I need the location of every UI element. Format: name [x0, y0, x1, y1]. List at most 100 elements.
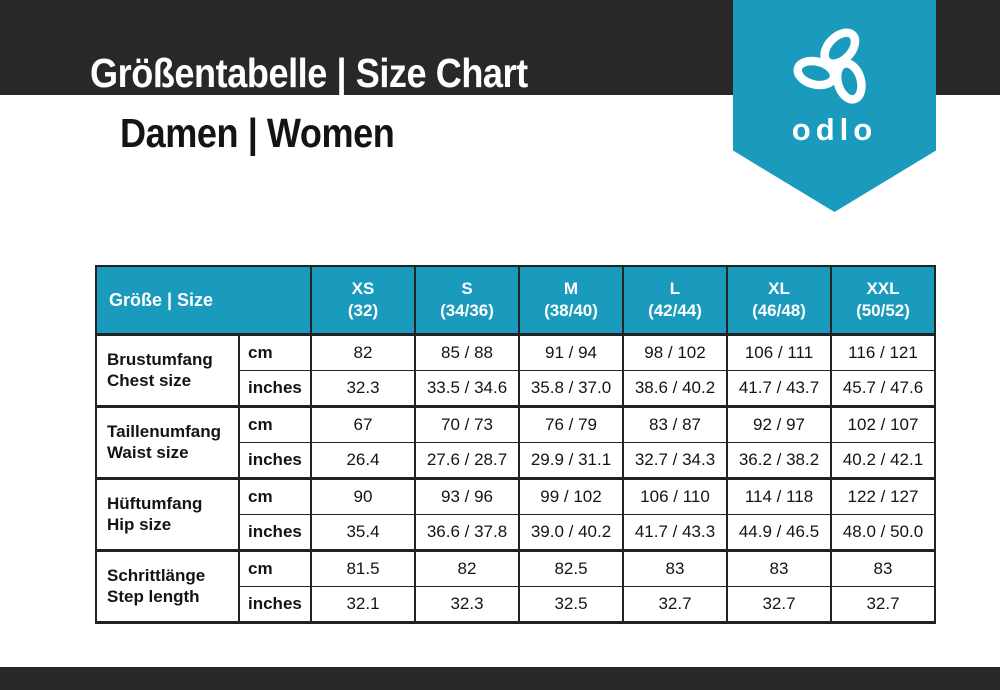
measurement-label-de: Hüftumfang: [107, 494, 203, 513]
value-cell: 102 / 107: [830, 404, 936, 443]
measurement-label-en: Step length: [107, 587, 200, 606]
value-cell: 32.3: [310, 369, 416, 408]
size-range-label: (38/40): [544, 300, 598, 320]
value-cell: 32.7: [830, 585, 936, 624]
measurement-label-en: Chest size: [107, 371, 192, 390]
brand-ribbon: odlo: [733, 0, 936, 212]
table-row: inches 32.1 32.3 32.5 32.7 32.7 32.7: [96, 585, 936, 624]
value-cell: 38.6 / 40.2: [622, 369, 728, 408]
value-cell: 85 / 88: [414, 332, 520, 371]
measurement-label: Brustumfang Chest size: [95, 332, 240, 408]
unit-cell: inches: [238, 513, 312, 552]
column-header-xl: XL (46/48): [726, 265, 832, 336]
value-cell: 116 / 121: [830, 332, 936, 371]
value-cell: 93 / 96: [414, 476, 520, 515]
value-cell: 70 / 73: [414, 404, 520, 443]
size-range-label: (32): [347, 300, 379, 320]
value-cell: 32.1: [310, 585, 416, 624]
value-cell: 106 / 110: [622, 476, 728, 515]
value-cell: 32.3: [414, 585, 520, 624]
bottom-band: [0, 667, 1000, 690]
value-cell: 48.0 / 50.0: [830, 513, 936, 552]
value-cell: 29.9 / 31.1: [518, 441, 624, 480]
value-cell: 92 / 97: [726, 404, 832, 443]
column-header-xxl: XXL (50/52): [830, 265, 936, 336]
value-cell: 36.6 / 37.8: [414, 513, 520, 552]
value-cell: 27.6 / 28.7: [414, 441, 520, 480]
size-range-label: (34/36): [440, 300, 494, 320]
value-cell: 32.7: [726, 585, 832, 624]
value-cell: 99 / 102: [518, 476, 624, 515]
value-cell: 36.2 / 38.2: [726, 441, 832, 480]
unit-cell: cm: [238, 332, 312, 371]
value-cell: 41.7 / 43.7: [726, 369, 832, 408]
unit-cell: inches: [238, 441, 312, 480]
table-row: inches 32.3 33.5 / 34.6 35.8 / 37.0 38.6 / 4…: [96, 369, 936, 408]
unit-cell: cm: [238, 476, 312, 515]
column-header-m: M (38/40): [518, 265, 624, 336]
measurement-label-de: Taillenumfang: [107, 422, 221, 441]
value-cell: 41.7 / 43.3: [622, 513, 728, 552]
value-cell: 83: [830, 548, 936, 587]
size-range-label: (46/48): [752, 300, 806, 320]
unit-cell: inches: [238, 585, 312, 624]
table-header-row: Größe | Size XS (32) S (34/36) M (38/40) L (42/…: [95, 265, 936, 336]
size-label: XXL: [866, 278, 900, 298]
value-cell: 32.7: [622, 585, 728, 624]
unit-cell: cm: [238, 404, 312, 443]
unit-cell: inches: [238, 369, 312, 408]
value-cell: 82: [414, 548, 520, 587]
measurement-label-de: Brustumfang: [107, 350, 213, 369]
size-label: XS: [351, 278, 375, 298]
value-cell: 33.5 / 34.6: [414, 369, 520, 408]
column-header-l: L (42/44): [622, 265, 728, 336]
value-cell: 114 / 118: [726, 476, 832, 515]
size-table-body: Brustumfang Chest size cm 82 85 / 88 91 / 94 9…: [95, 332, 936, 624]
value-cell: 98 / 102: [622, 332, 728, 371]
odlo-wordmark: odlo: [791, 112, 878, 147]
value-cell: 35.4: [310, 513, 416, 552]
value-cell: 106 / 111: [726, 332, 832, 371]
value-cell: 67: [310, 404, 416, 443]
size-label: M: [563, 278, 579, 298]
value-cell: 81.5: [310, 548, 416, 587]
measurement-label: Taillenumfang Waist size: [95, 404, 240, 480]
size-label: XL: [768, 278, 790, 298]
value-cell: 91 / 94: [518, 332, 624, 371]
value-cell: 82.5: [518, 548, 624, 587]
page-title: Größentabelle | Size Chart: [90, 50, 528, 96]
table-row: inches 35.4 36.6 / 37.8 39.0 / 40.2 41.7 / 4…: [96, 513, 936, 552]
value-cell: 32.7 / 34.3: [622, 441, 728, 480]
value-cell: 122 / 127: [830, 476, 936, 515]
measurement-label-en: Hip size: [107, 515, 172, 534]
value-cell: 26.4: [310, 441, 416, 480]
size-table: Größe | Size XS (32) S (34/36) M (38/40) L (42/…: [95, 265, 936, 624]
value-cell: 82: [310, 332, 416, 371]
table-corner-header: Größe | Size: [95, 265, 312, 336]
size-label: L: [669, 278, 681, 298]
value-cell: 83: [622, 548, 728, 587]
value-cell: 45.7 / 47.6: [830, 369, 936, 408]
table-row: inches 26.4 27.6 / 28.7 29.9 / 31.1 32.7 / 3…: [96, 441, 936, 480]
page-subtitle: Damen | Women: [120, 110, 395, 156]
measurement-label-de: Schrittlänge: [107, 566, 206, 585]
table-row: Brustumfang Chest size cm 82 85 / 88 91 / 94 9…: [95, 332, 936, 408]
size-label: S: [461, 278, 473, 298]
value-cell: 83: [726, 548, 832, 587]
measurement-label: Schrittlänge Step length: [95, 548, 240, 624]
value-cell: 40.2 / 42.1: [830, 441, 936, 480]
measurement-label: Hüftumfang Hip size: [95, 476, 240, 552]
measurement-label-en: Waist size: [107, 443, 189, 462]
value-cell: 32.5: [518, 585, 624, 624]
size-range-label: (42/44): [648, 300, 702, 320]
unit-cell: cm: [238, 548, 312, 587]
column-header-s: S (34/36): [414, 265, 520, 336]
value-cell: 83 / 87: [622, 404, 728, 443]
table-row: Schrittlänge Step length cm 81.5 82 82.5 83 83 8…: [95, 548, 936, 624]
table-row: Taillenumfang Waist size cm 67 70 / 73 76 / 7…: [95, 404, 936, 480]
table-row: Hüftumfang Hip size cm 90 93 / 96 99 / 102 106…: [95, 476, 936, 552]
column-header-xs: XS (32): [310, 265, 416, 336]
size-range-label: (50/52): [856, 300, 910, 320]
value-cell: 90: [310, 476, 416, 515]
